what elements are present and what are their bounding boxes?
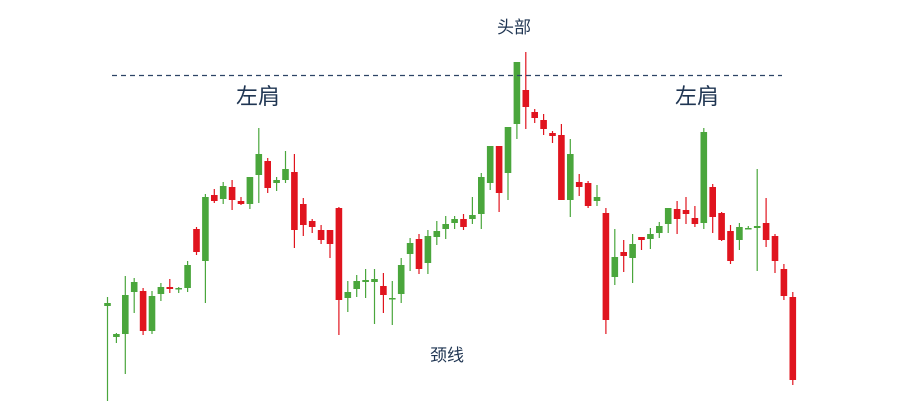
candle-up [433,231,441,237]
candle-up [175,288,182,290]
candle-up [344,292,352,298]
right-shoulder-label: 左肩 [675,85,719,110]
candle-up [513,62,521,124]
candle-up [371,279,378,282]
annotations-group: 左肩 头部 左肩 [236,18,719,110]
candle-up [397,265,405,294]
candle-down [291,172,298,230]
candle-up [656,226,663,233]
candle-down [638,237,645,240]
candle-down [460,219,467,227]
candle-down [620,252,627,256]
candle-up [255,154,263,175]
candle-up [122,295,129,334]
candle-down [691,218,699,224]
candle-down [193,229,200,252]
candle-down [317,230,325,240]
candles-group [104,52,797,401]
candle-down [415,239,423,269]
candle-down [682,210,690,214]
candle-up [273,180,280,183]
candle-down [335,208,343,300]
candle-up [629,244,636,258]
candle-up [130,282,138,292]
candle-up [389,298,396,300]
candle-down [264,161,271,188]
candle-down [727,231,734,261]
candle-down [602,213,610,320]
candle-up [736,227,743,240]
candle-down [308,221,316,227]
candle-down [211,195,218,201]
candle-up [104,303,111,306]
candle-up [567,154,574,200]
candle-up [486,146,494,183]
candle-down [709,187,716,217]
candle-down [495,146,503,193]
candle-up [157,287,165,294]
left-shoulder-label: 左肩 [236,85,280,110]
candle-down [549,133,556,136]
candle-up [406,243,414,254]
candle-up [184,265,191,288]
candle-up [246,177,254,204]
candle-up [745,228,752,230]
candle-down [326,230,334,244]
candle-down [771,236,779,261]
candle-up [611,257,619,277]
candle-up [647,234,654,239]
candle-up [504,127,512,173]
candle-down [166,287,174,289]
candle-up [424,236,432,263]
candle-up [219,186,227,199]
neckline-label: 颈线 [430,346,464,366]
candle-down [237,201,245,204]
candle-up [700,132,708,223]
candle-up [202,197,209,261]
candle-down [575,182,583,187]
candle-down [300,204,307,225]
candle-down [228,187,236,200]
candle-up [664,208,672,224]
candle-down [522,90,530,107]
candle-up [148,296,156,331]
candle-down [762,223,770,240]
candle-down [584,183,592,206]
candle-down [558,135,565,200]
candle-down [139,291,147,331]
candle-up [753,226,761,228]
candle-down [673,209,681,219]
candle-down [380,286,387,295]
candle-up [353,281,360,289]
candle-up [442,224,449,229]
candle-down [540,120,547,129]
candle-up [451,219,458,223]
candle-up [469,215,476,219]
candle-up [593,197,601,201]
candle-up [478,177,485,214]
candle-up [113,334,120,337]
candle-up [362,280,369,282]
head-label: 头部 [497,18,531,38]
candle-down [718,213,725,240]
candle-down [780,269,788,296]
candle-down [789,297,797,380]
candle-up [282,169,289,180]
candle-down [531,112,538,118]
